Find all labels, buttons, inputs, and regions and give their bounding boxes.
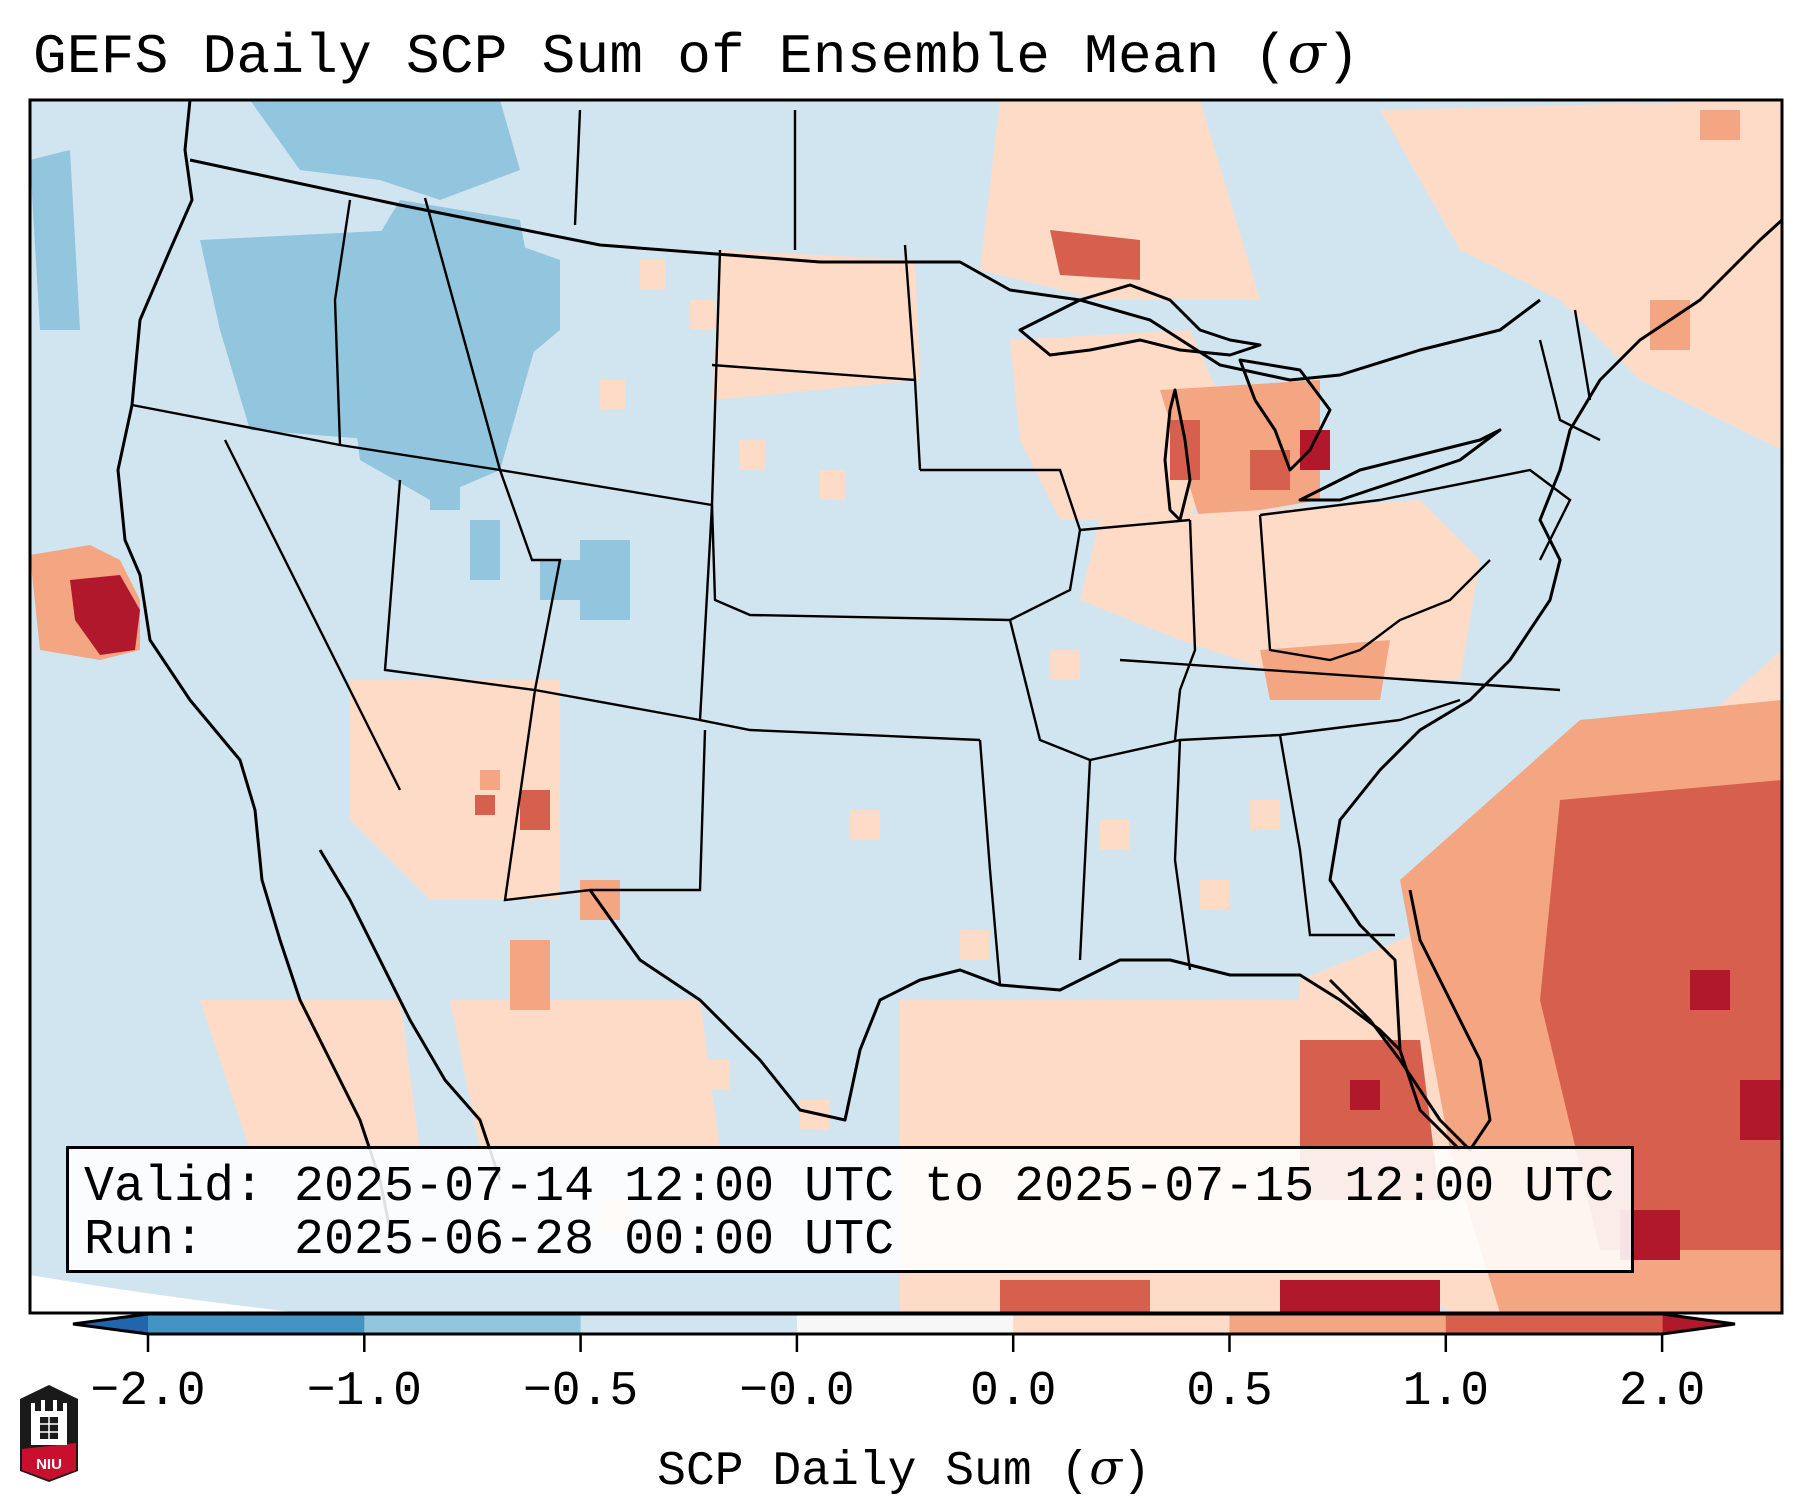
colorbar-label-sigma: σ: [1089, 1440, 1123, 1496]
anomaly-cell: [510, 940, 550, 1010]
run-time-line: Run: 2025-06-28 00:00 UTC: [84, 1214, 894, 1268]
colorbar-bin: [364, 1314, 582, 1334]
projection-edge-left: [30, 1275, 304, 1313]
anomaly-cell: [770, 300, 795, 330]
anomaly-cell: [1350, 1080, 1380, 1110]
colorbar-bin: [148, 1314, 365, 1334]
anomaly-region-ontario: [980, 100, 1260, 300]
anomaly-cell: [475, 795, 495, 815]
anomaly-cell: [1250, 450, 1290, 490]
anomaly-cell: [870, 300, 895, 330]
anomaly-region-baja: [200, 1000, 420, 1150]
colorbar-label: SCP Daily Sum (σ): [657, 1440, 1151, 1500]
colorbar-bin: [1229, 1314, 1447, 1334]
colorbar-bin: [1013, 1314, 1230, 1334]
anomaly-cell: [1200, 880, 1230, 910]
anomaly-region-pacific-nw: [30, 150, 80, 330]
colorbar-tick-label: −0.0: [739, 1365, 855, 1419]
anomaly-cell: [700, 1060, 730, 1090]
anomaly-region-tennessee: [1260, 640, 1390, 700]
niu-logo: NIU: [20, 1385, 78, 1482]
state-boundaries: [131, 109, 1601, 986]
anomaly-cell: [1740, 1080, 1782, 1140]
anomaly-cell: [1650, 300, 1690, 350]
anomaly-cell: [690, 300, 715, 330]
anomaly-cell: [600, 380, 625, 410]
run-text: 2025-06-28 00:00 UTC: [294, 1212, 895, 1269]
anomaly-cell: [430, 480, 460, 510]
title-sigma-symbol: σ: [1287, 21, 1327, 86]
title-suffix: ): [1326, 25, 1360, 89]
anomaly-region-ca-hotspot: [70, 575, 140, 655]
west-coast-line: [116, 100, 392, 1231]
anomaly-region-superior-north: [1050, 230, 1140, 280]
anomaly-region-southwest: [350, 680, 560, 900]
anomaly-cell: [580, 540, 630, 620]
colorbar-extend-min: [73, 1314, 148, 1334]
anomaly-region-mexico: [450, 1000, 720, 1150]
colorbar-tick-label: −2.0: [90, 1365, 206, 1419]
great-lakes-superior: [1018, 283, 1262, 357]
colorbar-bin: [1445, 1314, 1663, 1334]
anomaly-cell: [520, 790, 550, 830]
anomaly-cell: [1300, 430, 1330, 470]
colorbar-label-suffix: ): [1122, 1445, 1151, 1499]
anomaly-cell: [1250, 800, 1280, 830]
colorbar-tick-label: 2.0: [1618, 1365, 1706, 1419]
anomaly-cell: [540, 560, 580, 600]
anomaly-cell: [480, 770, 500, 790]
anomaly-cell: [580, 880, 620, 920]
anomaly-region-atlantic-max: [1540, 780, 1782, 1250]
anomaly-region-dakotas: [712, 250, 920, 400]
anomaly-cell: [1700, 110, 1740, 140]
run-label: Run:: [84, 1212, 205, 1269]
anomaly-cell: [740, 440, 765, 470]
lake-erie-ontario: [1298, 428, 1502, 502]
valid-run-info-box: Valid: 2025-07-14 12:00 UTC to 2025-07-1…: [66, 1146, 1634, 1273]
canada-border: [189, 158, 1541, 382]
anomaly-region-caribbean-west: [1000, 1280, 1150, 1313]
colorbar: [72, 1312, 1736, 1352]
baja-gulf-line: [318, 849, 502, 1181]
valid-time-line: Valid: 2025-07-14 12:00 UTC to 2025-07-1…: [84, 1161, 1614, 1215]
anomaly-cell: [1100, 820, 1130, 850]
anomaly-cell: [1690, 970, 1730, 1010]
colorbar-tick-label: −1.0: [306, 1365, 422, 1419]
anomaly-region-bc: [250, 100, 520, 200]
anomaly-region-montana: [420, 210, 560, 380]
niu-logo-text: NIU: [36, 1456, 62, 1473]
anomaly-cell: [640, 260, 665, 290]
colorbar-bin: [796, 1314, 1014, 1334]
colorbar-extend-max: [1662, 1314, 1735, 1334]
anomaly-cell: [470, 520, 500, 580]
colorbar-tick-label: 0.0: [969, 1365, 1057, 1419]
florida-line: [1328, 218, 1782, 1051]
lake-huron: [1238, 358, 1332, 472]
anomaly-cell: [1050, 650, 1080, 680]
anomaly-region-caribbean: [1280, 1280, 1440, 1313]
colorbar-tick-label: 0.5: [1186, 1365, 1273, 1419]
valid-label: Valid:: [84, 1159, 265, 1216]
colorbar-bin: [580, 1314, 798, 1334]
colorbar-tick-label: −0.5: [522, 1365, 639, 1419]
anomaly-cell: [850, 810, 880, 840]
anomaly-cell: [960, 930, 990, 960]
florida-peninsula: [1328, 889, 1492, 1152]
colorbar-label-prefix: SCP Daily Sum (: [657, 1445, 1090, 1499]
colorbar-tick-label: 1.0: [1402, 1365, 1490, 1419]
plot-title: GEFS Daily SCP Sum of Ensemble Mean (σ): [33, 21, 1360, 90]
anomaly-cell: [820, 470, 845, 500]
title-prefix: GEFS Daily SCP Sum of Ensemble Mean (: [33, 25, 1288, 89]
anomaly-region-northeast: [1380, 100, 1782, 450]
valid-text: 2025-07-14 12:00 UTC to 2025-07-15 12:00…: [294, 1159, 1615, 1216]
lake-michigan: [1163, 388, 1192, 522]
